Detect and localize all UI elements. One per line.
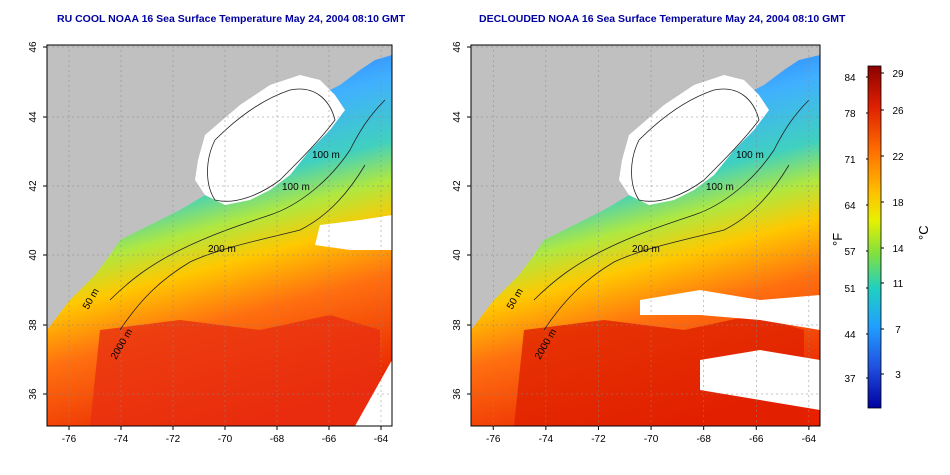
cloud-region	[619, 75, 769, 205]
lon-tick-label: -72	[591, 434, 606, 445]
lat-tick-label: 42	[28, 180, 39, 192]
lon-tick-label: -74	[114, 434, 129, 445]
right-map-frame	[470, 44, 821, 427]
celsius-tick: 26	[892, 106, 904, 117]
fahrenheit-tick: 84	[844, 73, 856, 84]
colorbar-ticks: 84 78 71 64 57 51 44 37 29 26 22 18 14 11 7 3	[844, 69, 904, 385]
cloud-region	[195, 75, 345, 205]
lon-tick-label: -70	[644, 434, 659, 445]
lon-tick-label: -68	[696, 434, 711, 445]
fahrenheit-tick: 78	[844, 109, 856, 120]
right-map-panel	[471, 45, 820, 426]
lat-tick-label: 46	[452, 41, 463, 53]
celsius-tick: 22	[892, 152, 904, 163]
celsius-tick: 7	[895, 325, 901, 336]
no-data-corner	[355, 360, 392, 426]
fahrenheit-label: °F	[830, 233, 845, 246]
contour-label-100m-a: 100 m	[312, 150, 340, 161]
left-map-title: RU COOL NOAA 16 Sea Surface Temperature …	[57, 13, 406, 25]
lon-tick-label: -74	[539, 434, 554, 445]
warm-core	[514, 315, 804, 426]
left-map-panel	[47, 45, 392, 426]
contour-label-100m-b-right: 100 m	[706, 182, 734, 193]
lon-tick-label: -72	[166, 434, 181, 445]
celsius-label: °C	[916, 225, 931, 240]
fahrenheit-tick: 71	[844, 155, 856, 166]
cloud-patch-2	[315, 215, 392, 250]
celsius-tick: 11	[893, 279, 904, 290]
celsius-tick: 18	[892, 198, 904, 209]
warm-core	[90, 315, 380, 426]
celsius-tick: 3	[895, 370, 901, 381]
fahrenheit-tick: 64	[844, 201, 856, 212]
right-map-title: DECLOUDED NOAA 16 Sea Surface Temperatur…	[479, 13, 846, 25]
lat-tick-label: 44	[28, 111, 39, 123]
lat-tick-label: 38	[28, 319, 39, 331]
lat-tick-label: 36	[452, 388, 463, 400]
celsius-tick: 14	[892, 244, 904, 255]
lat-tick-label: 44	[452, 111, 463, 123]
lon-tick-label: -66	[322, 434, 337, 445]
fahrenheit-tick: 51	[844, 284, 856, 295]
lat-tick-label: 36	[28, 388, 39, 400]
fahrenheit-tick: 37	[844, 374, 856, 385]
lat-tick-label: 40	[28, 249, 39, 261]
contour-label-200m-right: 200 m	[632, 244, 660, 255]
cloud-patch-3	[700, 350, 820, 410]
lon-tick-label: -70	[218, 434, 233, 445]
lon-tick-label: -64	[802, 434, 817, 445]
lon-tick-label: -76	[62, 434, 77, 445]
lon-tick-label: -68	[270, 434, 285, 445]
axes-layer: 46 44 42 40 38 36 -76 -74 -72 -70 -68 -66 -64 46 44 42 4…	[28, 41, 820, 445]
fahrenheit-tick: 57	[844, 247, 856, 258]
lon-tick-label: -76	[486, 434, 501, 445]
lon-tick-label: -66	[749, 434, 764, 445]
lat-tick-label: 40	[452, 249, 463, 261]
celsius-tick: 29	[892, 69, 904, 80]
contour-label-100m-b: 100 m	[282, 182, 310, 193]
contour-label-100m-a-right: 100 m	[736, 150, 764, 161]
lat-tick-label: 38	[452, 319, 463, 331]
fahrenheit-tick: 44	[844, 330, 856, 341]
lat-tick-label: 42	[452, 180, 463, 192]
lon-tick-label: -64	[374, 434, 389, 445]
left-map-frame	[46, 44, 393, 427]
cloud-patch-2	[640, 290, 820, 330]
lat-tick-label: 46	[28, 41, 39, 53]
colorbar	[867, 65, 882, 409]
contour-label-200m: 200 m	[208, 244, 236, 255]
